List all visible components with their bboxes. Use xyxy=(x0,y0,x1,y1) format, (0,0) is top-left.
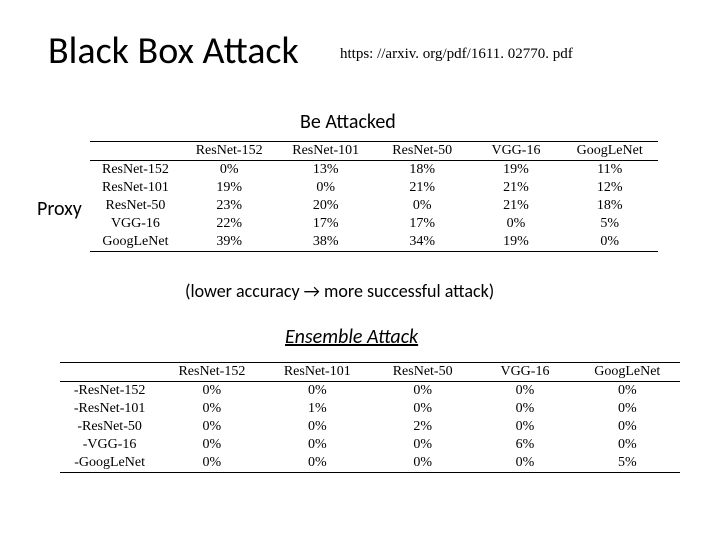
table-black-box: ResNet-152 ResNet-101 ResNet-50 VGG-16 G… xyxy=(90,141,658,252)
table2-cell: 0% xyxy=(475,400,574,418)
table1-cell: 18% xyxy=(561,197,658,215)
table2-cell: 0% xyxy=(370,400,475,418)
table1-cell: 19% xyxy=(471,233,562,252)
table2-cell: 0% xyxy=(159,382,264,401)
table2-cell: 0% xyxy=(370,436,475,454)
table2-cell: 2% xyxy=(370,418,475,436)
table2-col-header: ResNet-152 xyxy=(159,363,264,382)
table1-corner xyxy=(90,142,181,161)
table1-cell: 0% xyxy=(181,161,278,180)
table-row: GoogLeNet 39% 38% 34% 19% 0% xyxy=(90,233,658,252)
table1-header-row: ResNet-152 ResNet-101 ResNet-50 VGG-16 G… xyxy=(90,142,658,161)
table2-col-header: VGG-16 xyxy=(475,363,574,382)
table2-row-label: -GoogLeNet xyxy=(60,454,159,473)
table1-cell: 21% xyxy=(471,197,562,215)
table2-row-label: -VGG-16 xyxy=(60,436,159,454)
table1-col-header: ResNet-50 xyxy=(374,142,471,161)
table2-corner xyxy=(60,363,159,382)
table2-cell: 0% xyxy=(159,436,264,454)
table2-header-row: ResNet-152 ResNet-101 ResNet-50 VGG-16 G… xyxy=(60,363,680,382)
table1-cell: 0% xyxy=(374,197,471,215)
table2-col-header: GoogLeNet xyxy=(575,363,680,382)
table1-row-label: ResNet-50 xyxy=(90,197,181,215)
table1-row-label: GoogLeNet xyxy=(90,233,181,252)
table1-cell: 11% xyxy=(561,161,658,180)
table2-cell: 0% xyxy=(265,454,370,473)
table1-heading: Be Attacked xyxy=(300,110,396,134)
table1-cell: 21% xyxy=(374,179,471,197)
table2-cell: 5% xyxy=(575,454,680,473)
table2-cell: 0% xyxy=(159,400,264,418)
table2-col-header: ResNet-101 xyxy=(265,363,370,382)
table1-cell: 20% xyxy=(277,197,374,215)
table-row: VGG-16 22% 17% 17% 0% 5% xyxy=(90,215,658,233)
table-ensemble: ResNet-152 ResNet-101 ResNet-50 VGG-16 G… xyxy=(60,362,680,473)
table1-row-label: VGG-16 xyxy=(90,215,181,233)
table1-cell: 17% xyxy=(374,215,471,233)
table1-cell: 19% xyxy=(181,179,278,197)
table2-cell: 0% xyxy=(159,454,264,473)
table2-cell: 0% xyxy=(575,400,680,418)
table-row: -ResNet-152 0% 0% 0% 0% 0% xyxy=(60,382,680,401)
table2-cell: 0% xyxy=(475,382,574,401)
table-row: ResNet-152 0% 13% 18% 19% 11% xyxy=(90,161,658,180)
table2-cell: 0% xyxy=(575,418,680,436)
table1-cell: 12% xyxy=(561,179,658,197)
table1-cell: 39% xyxy=(181,233,278,252)
table2-cell: 0% xyxy=(265,436,370,454)
table2-cell: 0% xyxy=(370,382,475,401)
table1-cell: 5% xyxy=(561,215,658,233)
table2-row-label: -ResNet-101 xyxy=(60,400,159,418)
table2-cell: 6% xyxy=(475,436,574,454)
table1-cell: 21% xyxy=(471,179,562,197)
table1-col-header: VGG-16 xyxy=(471,142,562,161)
table1-cell: 23% xyxy=(181,197,278,215)
table1-row-label: ResNet-152 xyxy=(90,161,181,180)
table-row: ResNet-50 23% 20% 0% 21% 18% xyxy=(90,197,658,215)
table2-cell: 0% xyxy=(475,418,574,436)
table2-cell: 0% xyxy=(575,436,680,454)
table1-col-header: ResNet-152 xyxy=(181,142,278,161)
table1-col-header: ResNet-101 xyxy=(277,142,374,161)
table1-cell: 18% xyxy=(374,161,471,180)
table1-cell: 22% xyxy=(181,215,278,233)
table2-cell: 0% xyxy=(575,382,680,401)
table2-cell: 0% xyxy=(265,418,370,436)
table1-cell: 38% xyxy=(277,233,374,252)
table-row: ResNet-101 19% 0% 21% 21% 12% xyxy=(90,179,658,197)
table2-cell: 0% xyxy=(159,418,264,436)
table1-cell: 0% xyxy=(561,233,658,252)
table-row: -VGG-16 0% 0% 0% 6% 0% xyxy=(60,436,680,454)
page-title: Black Box Attack xyxy=(48,28,299,74)
table2: ResNet-152 ResNet-101 ResNet-50 VGG-16 G… xyxy=(60,362,680,473)
table1-cell: 0% xyxy=(471,215,562,233)
table1-col-header: GoogLeNet xyxy=(561,142,658,161)
table2-col-header: ResNet-50 xyxy=(370,363,475,382)
table1-cell: 0% xyxy=(277,179,374,197)
table-row: -ResNet-101 0% 1% 0% 0% 0% xyxy=(60,400,680,418)
table1-cell: 19% xyxy=(471,161,562,180)
table2-cell: 0% xyxy=(475,454,574,473)
table2-row-label: -ResNet-50 xyxy=(60,418,159,436)
caption-text: (lower accuracy → more successful attack… xyxy=(185,280,494,302)
table1: ResNet-152 ResNet-101 ResNet-50 VGG-16 G… xyxy=(90,141,658,252)
table2-row-label: -ResNet-152 xyxy=(60,382,159,401)
table1-cell: 34% xyxy=(374,233,471,252)
table-row: -GoogLeNet 0% 0% 0% 0% 5% xyxy=(60,454,680,473)
table1-row-label: ResNet-101 xyxy=(90,179,181,197)
source-url: https: //arxiv. org/pdf/1611. 02770. pdf xyxy=(340,46,573,63)
table-row: -ResNet-50 0% 0% 2% 0% 0% xyxy=(60,418,680,436)
proxy-label: Proxy xyxy=(37,197,82,221)
table1-cell: 17% xyxy=(277,215,374,233)
table2-cell: 1% xyxy=(265,400,370,418)
table2-cell: 0% xyxy=(370,454,475,473)
table1-cell: 13% xyxy=(277,161,374,180)
table2-cell: 0% xyxy=(265,382,370,401)
table2-heading: Ensemble Attack xyxy=(285,325,418,349)
